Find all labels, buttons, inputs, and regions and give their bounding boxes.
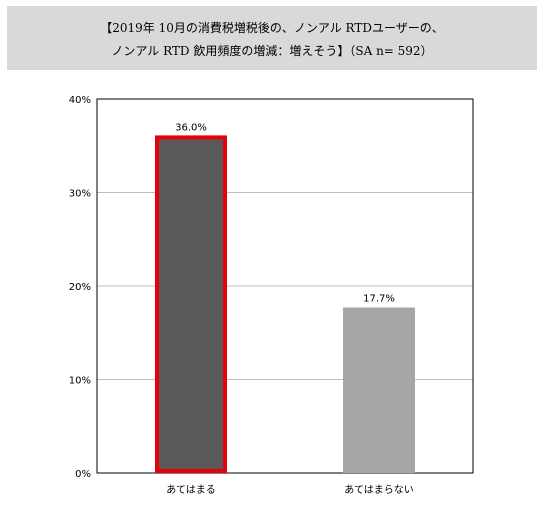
x-category-label: あてはまる bbox=[166, 484, 216, 496]
x-category-label: あてはまらない bbox=[344, 484, 414, 496]
bar bbox=[155, 135, 227, 473]
chart-title-box: 【2019年 10月の消費税増税後の、ノンアル RTDユーザーの、 ノンアル R… bbox=[7, 6, 537, 70]
y-tick-label: 10% bbox=[69, 376, 91, 387]
chart-title-line-2: ノンアル RTD 飲用頻度の増減：増えそう】（SA n= 592） bbox=[111, 44, 433, 58]
bar bbox=[343, 307, 415, 473]
y-tick-label: 0% bbox=[75, 469, 91, 480]
data-label: 17.7% bbox=[363, 294, 395, 305]
data-label: 36.0% bbox=[175, 122, 207, 133]
plot-area-border bbox=[96, 98, 474, 474]
y-tick-label: 40% bbox=[69, 95, 91, 106]
y-tick-label: 30% bbox=[69, 189, 91, 200]
chart-title-line-1: 【2019年 10月の消費税増税後の、ノンアル RTDユーザーの、 bbox=[100, 21, 444, 35]
y-tick-label: 20% bbox=[69, 282, 91, 293]
